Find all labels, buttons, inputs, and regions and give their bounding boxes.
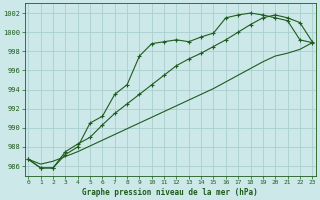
X-axis label: Graphe pression niveau de la mer (hPa): Graphe pression niveau de la mer (hPa) [83, 188, 258, 197]
